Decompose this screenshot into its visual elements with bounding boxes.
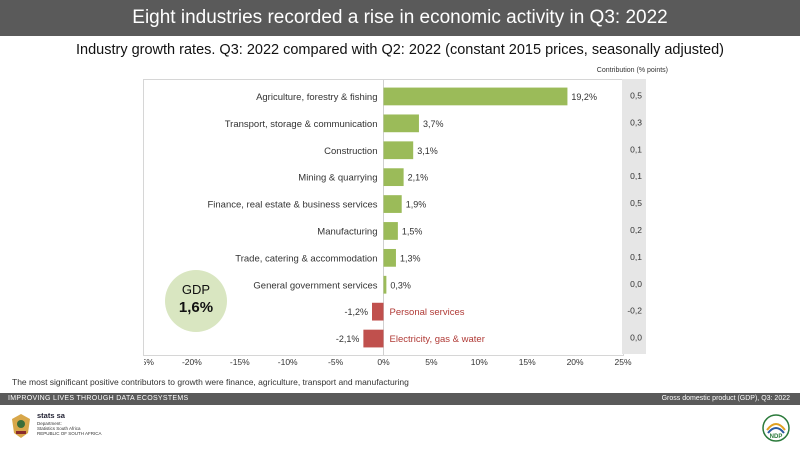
bar-0 [383,87,568,106]
value-label-0: 19,2% [571,92,597,102]
contribution-value-1: 0,3 [630,117,642,127]
gdp-badge: GDP 1,6% [165,270,227,332]
contribution-column: 0,5 0,3 0,1 0,1 0,5 0,2 0,1 0,0 -0,2 0,0 [622,79,646,354]
x-tick-label-6: 5% [425,357,438,367]
category-label-9: Electricity, gas & water [390,334,485,345]
slide-title: Eight industries recorded a rise in econ… [0,0,800,36]
footer-source: Gross domestic product (GDP), Q3: 2022 [661,395,790,402]
category-label-1: Transport, storage & communication [225,119,378,130]
footer-slogan: IMPROVING LIVES THROUGH DATA ECOSYSTEMS [8,395,189,402]
value-label-9: -2,1% [336,334,360,344]
contribution-value-3: 0,1 [630,171,642,181]
contribution-value-8: -0,2 [627,306,642,316]
bar-2 [383,141,414,160]
value-label-2: 3,1% [417,146,438,156]
category-label-6: Trade, catering & accommodation [235,253,377,264]
value-label-5: 1,5% [402,226,423,236]
value-label-3: 2,1% [408,173,429,183]
bar-chart: Agriculture, forestry & fishing 19,2% Tran… [144,80,632,367]
contribution-value-4: 0,5 [630,198,642,208]
category-label-8: Personal services [390,307,465,318]
gdp-label: GDP [181,282,211,297]
x-tick-label-3: -10% [278,357,298,367]
x-tick-label-9: 20% [567,357,584,367]
value-label-4: 1,9% [406,200,427,210]
x-tick-label-10: 25% [614,357,631,367]
contribution-header: Contribution (% points) [596,67,668,74]
contribution-value-7: 0,0 [630,279,642,289]
value-label-1: 3,7% [423,119,444,129]
x-tick-label-8: 15% [519,357,536,367]
gdp-value: 1,6% [178,299,214,316]
bar-8 [372,302,384,321]
bar-9 [363,329,384,348]
x-tick-label-1: -20% [182,357,202,367]
contribution-value-0: 0,5 [630,90,642,100]
bar-5 [383,222,398,240]
bar-3 [383,168,404,187]
x-tick-label-4: -5% [328,357,344,367]
category-label-2: Construction [324,146,377,157]
logo-dept: Department: Statistics South Africa REPU… [37,421,102,436]
x-tick-label-7: 10% [471,357,488,367]
chart-title: Industry growth rates. Q3: 2022 compared… [75,42,725,58]
x-tick-label-0: -25% [144,357,154,367]
contribution-value-9: 0,0 [630,333,642,343]
logo-brand: stats sa [37,411,65,420]
ndp-logo-icon: NDP [762,414,790,442]
x-tick-label-5: 0% [377,357,390,367]
category-label-3: Mining & quarrying [298,173,377,184]
contribution-value-6: 0,1 [630,252,642,262]
contribution-value-2: 0,1 [630,144,642,154]
category-label-5: Manufacturing [317,226,377,237]
contribution-values: 0,5 0,3 0,1 0,1 0,5 0,2 0,1 0,0 -0,2 0,0 [627,90,642,343]
category-label-0: Agriculture, forestry & fishing [256,92,377,103]
coat-of-arms-icon [12,414,30,438]
value-label-6: 1,3% [400,253,421,263]
contribution-value-5: 0,2 [630,225,642,235]
category-label-7: General government services [253,280,377,291]
x-tick-label-2: -15% [230,357,250,367]
category-label-4: Finance, real estate & business services [207,200,377,211]
svg-text:NDP: NDP [770,434,783,440]
bar-6 [383,248,396,267]
footer-bar: IMPROVING LIVES THROUGH DATA ECOSYSTEMS … [0,393,800,405]
value-label-8: -1,2% [344,307,368,317]
bar-7 [383,275,387,294]
stats-sa-logo: stats sa Department: Statistics South Af… [10,409,125,445]
value-label-7: 0,3% [390,280,411,290]
bar-1 [383,114,419,133]
bar-4 [383,195,402,213]
footnote: The most significant positive contributo… [12,377,409,387]
